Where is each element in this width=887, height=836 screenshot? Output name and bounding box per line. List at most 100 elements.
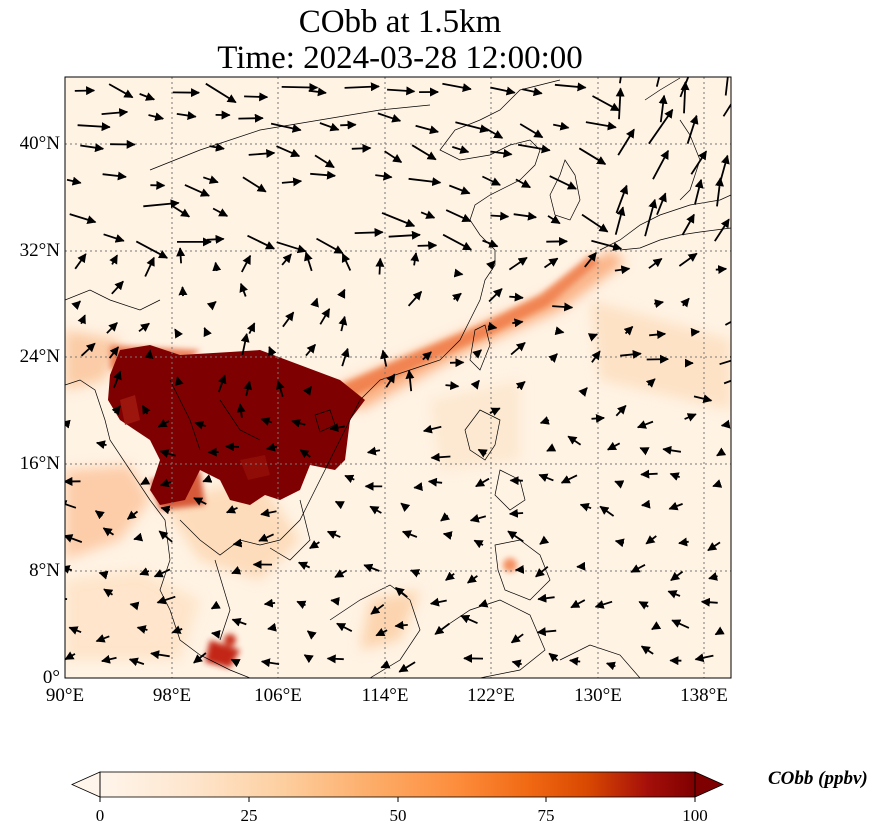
wind-arrow: [615, 87, 625, 120]
colorbar-tick-50: 50: [389, 806, 407, 825]
wind-arrow: [587, 333, 598, 342]
gridlines: [65, 77, 731, 678]
wind-arrow: [351, 143, 372, 153]
wind-arrow: [111, 405, 121, 416]
colorbar: [71, 771, 724, 802]
wind-arrow: [489, 407, 501, 416]
wind-arrow: [712, 479, 723, 488]
wind-arrow: [422, 424, 442, 434]
wind-arrow: [413, 482, 423, 492]
wind-arrow: [605, 661, 616, 671]
wind-arrow: [442, 233, 472, 251]
wind-arrow: [694, 653, 714, 663]
wind-arrow: [470, 379, 480, 390]
wind-arrow: [299, 449, 311, 459]
wind-arrow: [375, 257, 385, 275]
wind-arrow: [303, 654, 314, 664]
wind-arrow: [205, 82, 237, 104]
wind-arrow: [102, 527, 115, 537]
wind-arrow: [106, 322, 118, 334]
wind-arrow: [522, 87, 543, 97]
wind-arrow: [473, 539, 484, 549]
wind-arrow: [282, 311, 295, 328]
wind-arrow: [258, 533, 274, 542]
wind-arrow: [536, 627, 557, 637]
wind-arrow: [680, 297, 690, 308]
wind-arrow: [231, 617, 247, 627]
wind-arrow: [194, 420, 207, 430]
wind-arrow: [510, 342, 526, 356]
wind-arrow: [560, 474, 578, 484]
wind-arrow: [488, 288, 503, 303]
wind-arrow: [65, 651, 76, 661]
lon-tick-106e: 106°E: [254, 685, 302, 706]
wind-arrow: [148, 112, 165, 122]
wind-arrow: [158, 530, 173, 543]
wind-arrow: [217, 374, 227, 393]
wind-arrow: [584, 251, 597, 268]
wind-arrow: [136, 625, 148, 634]
wind-arrow: [654, 299, 664, 309]
wind-arrow: [243, 380, 253, 397]
wind-arrow: [547, 215, 561, 225]
wind-arrow: [684, 413, 697, 422]
wind-arrow: [377, 112, 402, 123]
lat-tick-24n: 24°N: [19, 346, 60, 367]
wind-arrow: [724, 320, 731, 326]
wind-arrow: [478, 598, 489, 608]
wind-arrow: [656, 192, 667, 216]
wind-arrow: [690, 150, 708, 175]
lat-tick-16n: 16°N: [19, 453, 60, 474]
wind-arrow: [715, 265, 728, 274]
wind-arrow: [160, 505, 171, 515]
wind-arrow: [410, 569, 421, 578]
wind-arrow: [344, 82, 380, 92]
wind-arrow: [649, 330, 667, 340]
wind-arrow: [69, 213, 97, 224]
wind-arrow: [260, 658, 280, 668]
wind-arrow: [310, 170, 336, 180]
wind-arrow: [599, 505, 615, 517]
wind-arrow: [442, 82, 472, 93]
wind-arrow: [394, 620, 408, 630]
wind-arrow: [700, 597, 718, 607]
wind-arrow: [445, 209, 472, 223]
wind-arrow: [102, 171, 127, 181]
wind-arrow: [363, 563, 380, 573]
wind-arrow: [591, 413, 605, 423]
wind-arrow: [344, 474, 355, 484]
colorbar-tick-25: 25: [240, 806, 258, 825]
wind-arrow: [442, 531, 453, 540]
wind-arrow: [594, 600, 613, 609]
wind-arrow: [268, 346, 277, 357]
wind-arrow: [539, 535, 550, 545]
wind-vectors: [65, 77, 731, 673]
wind-arrow: [225, 505, 238, 514]
wind-arrow: [276, 241, 307, 254]
lat-tick-40n: 40°N: [19, 133, 60, 154]
wind-arrow: [260, 417, 273, 426]
wind-arrow: [510, 633, 524, 644]
wind-arrow: [329, 423, 345, 433]
wind-arrow: [592, 95, 620, 112]
wind-arrow: [477, 448, 488, 458]
wind-arrow: [129, 601, 140, 611]
wind-arrow: [667, 590, 681, 599]
wind-arrow: [157, 418, 170, 428]
wind-arrow: [401, 530, 418, 539]
wind-arrow: [548, 353, 558, 363]
wind-arrow: [387, 86, 416, 96]
wind-arrow: [153, 568, 171, 578]
wind-arrow: [113, 370, 122, 389]
wind-arrow: [554, 82, 587, 92]
wind-arrow: [281, 82, 319, 92]
wind-arrow: [159, 478, 172, 488]
lat-tick-32n: 32°N: [19, 240, 60, 261]
wind-arrow: [336, 622, 353, 632]
wind-arrow: [655, 77, 661, 87]
wind-arrow: [405, 369, 415, 392]
wind-arrow: [239, 282, 248, 297]
wind-arrow: [579, 502, 592, 512]
wind-arrow: [715, 177, 724, 207]
wind-arrow: [408, 177, 442, 187]
